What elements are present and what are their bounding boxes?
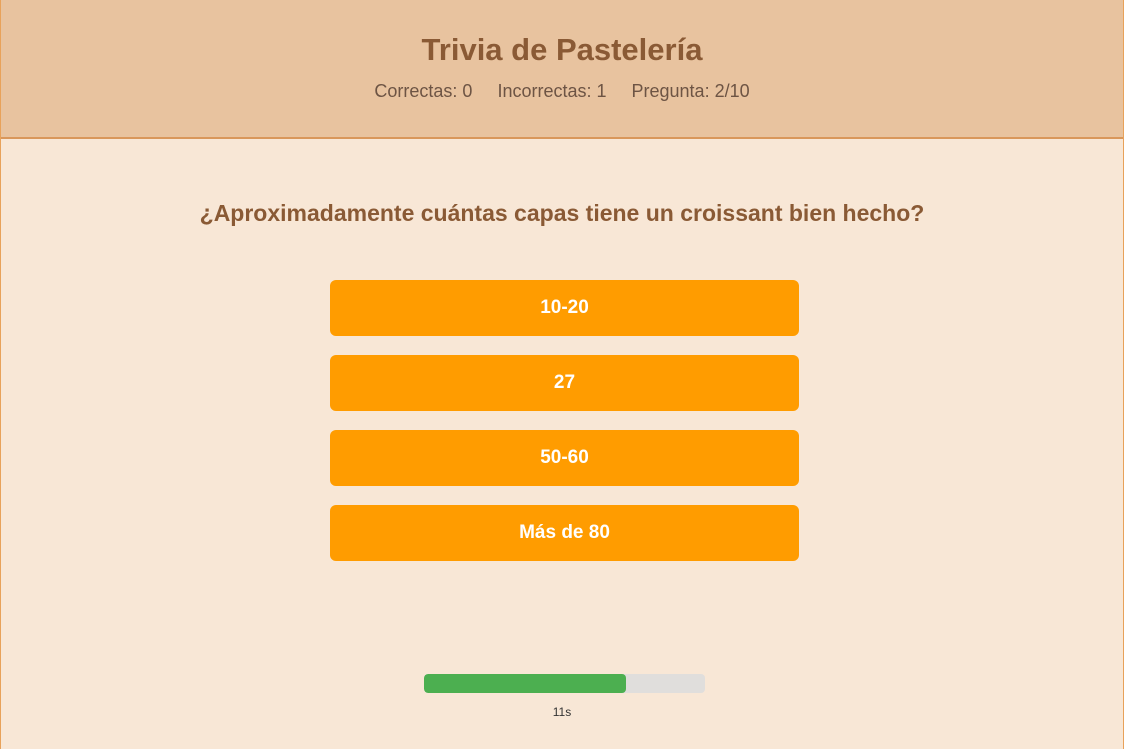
answer-list: 10-20 27 50-60 Más de 80 <box>330 280 799 580</box>
header: Trivia de Pastelería Correctas: 0 Incorr… <box>1 0 1123 139</box>
page-title: Trivia de Pastelería <box>421 32 703 67</box>
timer-bar <box>424 674 705 693</box>
answer-button-3[interactable]: 50-60 <box>330 430 799 486</box>
score-stats: Correctas: 0 Incorrectas: 1 Pregunta: 2/… <box>1 82 1123 100</box>
answer-button-2[interactable]: 27 <box>330 355 799 411</box>
question-text: ¿Aproximadamente cuántas capas tiene un … <box>199 200 925 226</box>
answer-button-4[interactable]: Más de 80 <box>330 505 799 561</box>
answer-button-1[interactable]: 10-20 <box>330 280 799 336</box>
question-progress: Pregunta: 2/10 <box>631 81 750 101</box>
timer-bar-fill <box>424 674 627 693</box>
correct-count: Correctas: 0 <box>374 81 473 101</box>
incorrect-count: Incorrectas: 1 <box>497 81 607 101</box>
timer-label: 11s <box>552 705 572 719</box>
